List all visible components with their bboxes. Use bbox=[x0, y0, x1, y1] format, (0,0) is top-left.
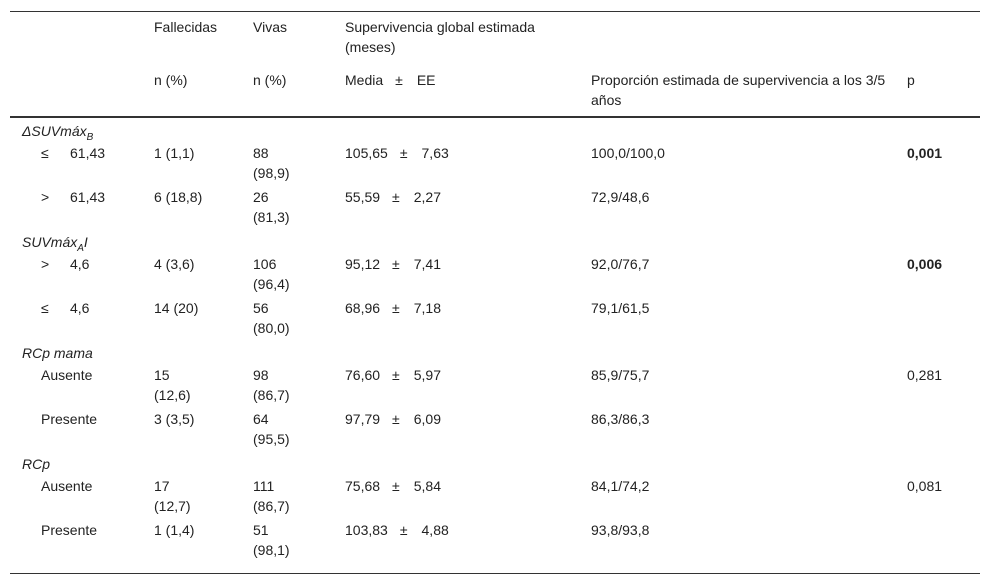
vivas: 26 (81,3) bbox=[253, 189, 290, 225]
media: 105,65 bbox=[345, 145, 388, 161]
fallecidas: 1 (1,1) bbox=[154, 145, 195, 161]
group-name: ΔSUVmáx bbox=[22, 123, 87, 139]
group-name: SUVmáx bbox=[22, 234, 78, 250]
row-label: Ausente bbox=[41, 478, 93, 494]
header: n (%) bbox=[253, 72, 287, 88]
media: 97,79 bbox=[345, 411, 381, 427]
ee: 4,88 bbox=[421, 522, 449, 538]
p-value: 0,001 bbox=[907, 145, 943, 161]
sign: ≤ bbox=[41, 300, 49, 316]
estimate-group: 97,79 ±6,09 bbox=[345, 409, 441, 429]
plus-minus: ± bbox=[392, 256, 400, 272]
plus-minus: ± bbox=[399, 522, 408, 538]
fallecidas: 1 (1,4) bbox=[154, 522, 195, 538]
plus-minus: ± bbox=[395, 72, 403, 88]
fallecidas: 17 (12,7) bbox=[154, 478, 191, 514]
p-value: 0,081 bbox=[907, 478, 943, 494]
subscript: B bbox=[86, 132, 94, 143]
sign: > bbox=[41, 256, 50, 272]
ee: 7,18 bbox=[413, 300, 441, 316]
vivas: 51 (98,1) bbox=[253, 522, 290, 558]
header: Supervivencia global estimada (meses) bbox=[345, 19, 535, 55]
ee: 5,84 bbox=[413, 478, 441, 494]
plus-minus: ± bbox=[392, 300, 400, 316]
row-label: 61,43 bbox=[70, 189, 106, 205]
group-name: RCp bbox=[22, 456, 51, 472]
rule bbox=[10, 573, 980, 574]
vivas: 56 (80,0) bbox=[253, 300, 290, 336]
fallecidas: 15 (12,6) bbox=[154, 367, 191, 403]
header: p bbox=[907, 72, 915, 88]
group-label: ΔSUVmáxB bbox=[22, 121, 93, 148]
row-label: Ausente bbox=[41, 367, 93, 383]
ee: 2,27 bbox=[413, 189, 441, 205]
fallecidas: 6 (18,8) bbox=[154, 189, 203, 205]
vivas: 64 (95,5) bbox=[253, 411, 290, 447]
estimate-group: 105,65 ±7,63 bbox=[345, 143, 449, 163]
row-label: Presente bbox=[41, 522, 98, 538]
proporcion: 85,9/75,7 bbox=[591, 367, 650, 383]
media: 68,96 bbox=[345, 300, 381, 316]
proporcion: 92,0/76,7 bbox=[591, 256, 650, 272]
ee: 7,41 bbox=[413, 256, 441, 272]
vivas: 111 (86,7) bbox=[253, 478, 290, 514]
media: 76,60 bbox=[345, 367, 381, 383]
vivas: 106 (96,4) bbox=[253, 256, 290, 292]
group-label: RCp mama bbox=[22, 343, 93, 363]
header: n (%) bbox=[154, 72, 188, 88]
row-label: Presente bbox=[41, 411, 98, 427]
vivas: 98 (86,7) bbox=[253, 367, 290, 403]
media: Media bbox=[345, 72, 384, 88]
proporcion: 72,9/48,6 bbox=[591, 189, 650, 205]
proporcion: 79,1/61,5 bbox=[591, 300, 650, 316]
estimate-group: Media ± EE bbox=[345, 70, 436, 90]
proporcion: 100,0/100,0 bbox=[591, 145, 665, 161]
plus-minus: ± bbox=[392, 411, 400, 427]
estimate-group: 55,59 ±2,27 bbox=[345, 187, 441, 207]
estimate-group: 103,83 ±4,88 bbox=[345, 520, 449, 540]
vivas: 88 (98,9) bbox=[253, 145, 290, 181]
group-label: SUVmáxAI bbox=[22, 232, 88, 259]
estimate-group: 75,68 ±5,84 bbox=[345, 476, 441, 496]
media: 95,12 bbox=[345, 256, 381, 272]
fallecidas: 3 (3,5) bbox=[154, 411, 195, 427]
plus-minus: ± bbox=[392, 367, 400, 383]
subscript: A bbox=[77, 243, 84, 254]
sign: ≤ bbox=[41, 145, 49, 161]
ee: 7,63 bbox=[421, 145, 449, 161]
media: 103,83 bbox=[345, 522, 388, 538]
proporcion: 93,8/93,8 bbox=[591, 522, 650, 538]
proporcion: 86,3/86,3 bbox=[591, 411, 650, 427]
estimate-group: 95,12 ±7,41 bbox=[345, 254, 441, 274]
ee: 5,97 bbox=[413, 367, 441, 383]
media: 75,68 bbox=[345, 478, 381, 494]
rule bbox=[10, 11, 980, 12]
row-label: 61,43 bbox=[70, 145, 106, 161]
ee: 6,09 bbox=[413, 411, 441, 427]
header: Vivas bbox=[253, 19, 287, 35]
media: 55,59 bbox=[345, 189, 381, 205]
suffix: I bbox=[83, 234, 88, 250]
row-label: 4,6 bbox=[70, 256, 90, 272]
p-value: 0,006 bbox=[907, 256, 943, 272]
header: Proporción estimada de supervivencia a l… bbox=[591, 72, 886, 108]
p-value: 0,281 bbox=[907, 367, 943, 383]
fallecidas: 14 (20) bbox=[154, 300, 199, 316]
estimate-group: 68,96 ±7,18 bbox=[345, 298, 441, 318]
proporcion: 84,1/74,2 bbox=[591, 478, 650, 494]
plus-minus: ± bbox=[392, 189, 400, 205]
sign: > bbox=[41, 189, 50, 205]
plus-minus: ± bbox=[399, 145, 408, 161]
group-name: RCp mama bbox=[22, 345, 93, 361]
row-label: 4,6 bbox=[70, 300, 90, 316]
header: Fallecidas bbox=[154, 19, 218, 35]
estimate-group: 76,60 ±5,97 bbox=[345, 365, 441, 385]
plus-minus: ± bbox=[392, 478, 400, 494]
rule bbox=[10, 116, 980, 118]
fallecidas: 4 (3,6) bbox=[154, 256, 195, 272]
ee: EE bbox=[416, 72, 436, 88]
group-label: RCp bbox=[22, 454, 50, 474]
